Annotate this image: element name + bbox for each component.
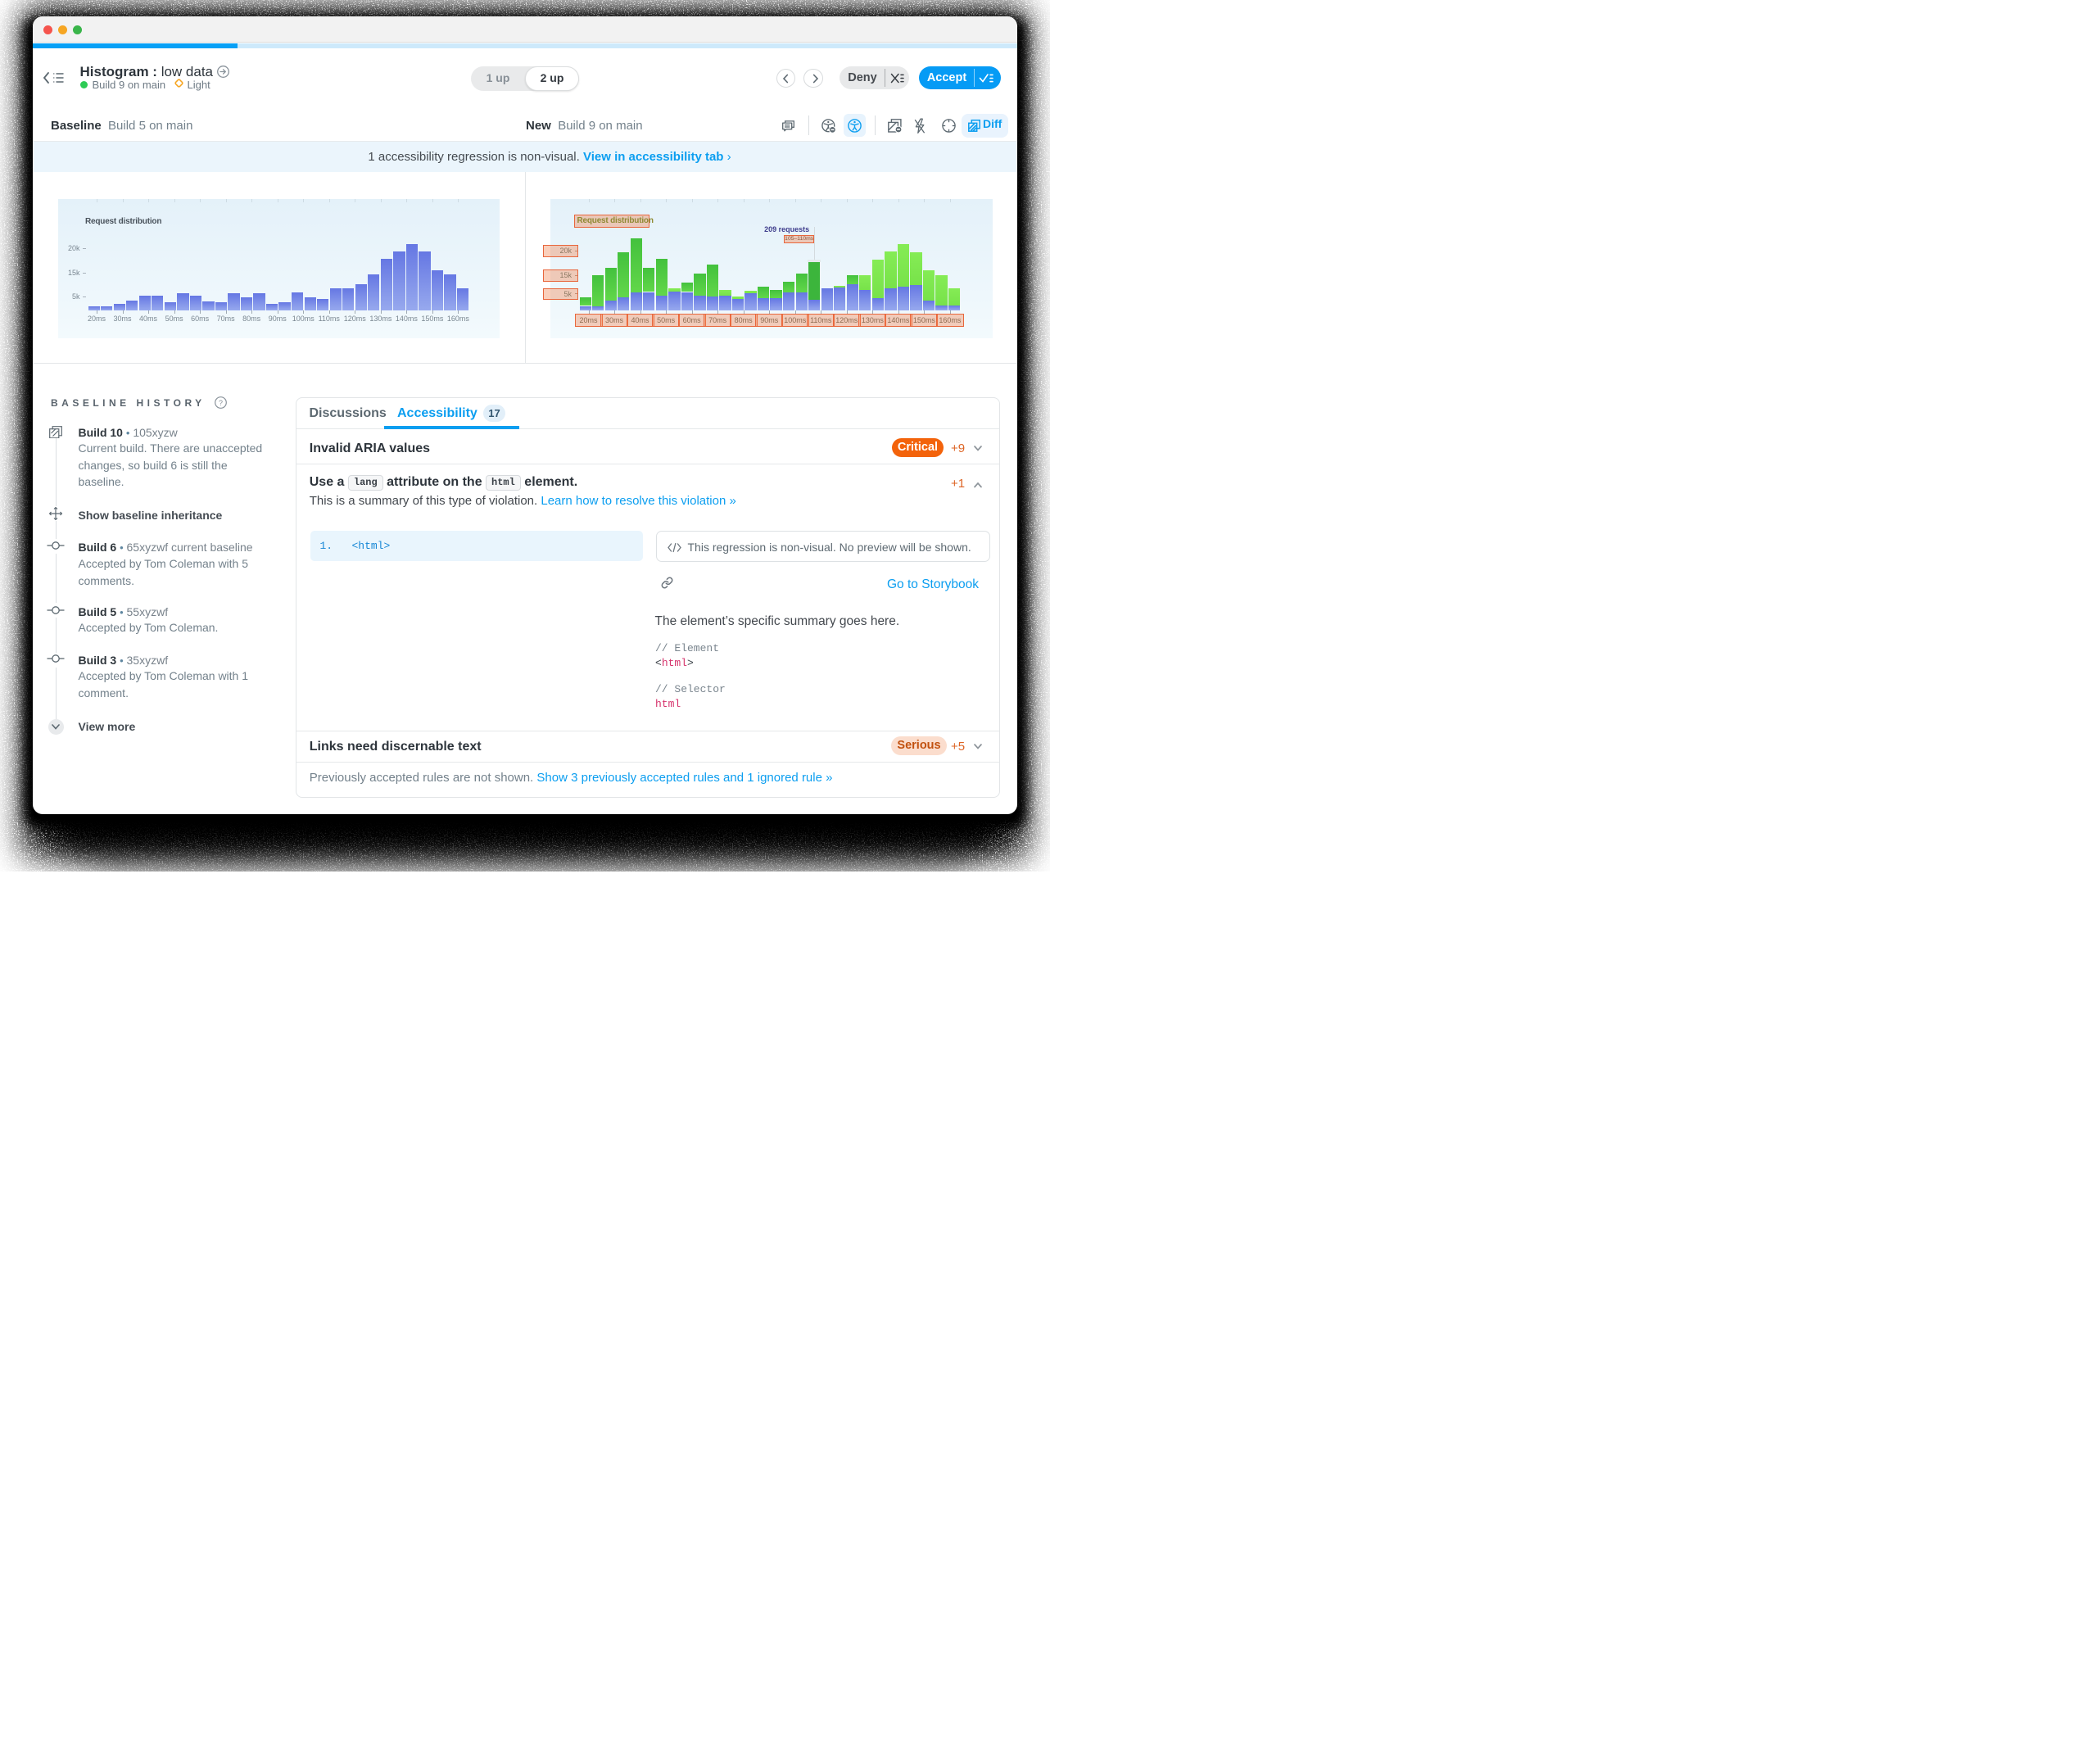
svg-text:?: ? — [219, 399, 223, 407]
